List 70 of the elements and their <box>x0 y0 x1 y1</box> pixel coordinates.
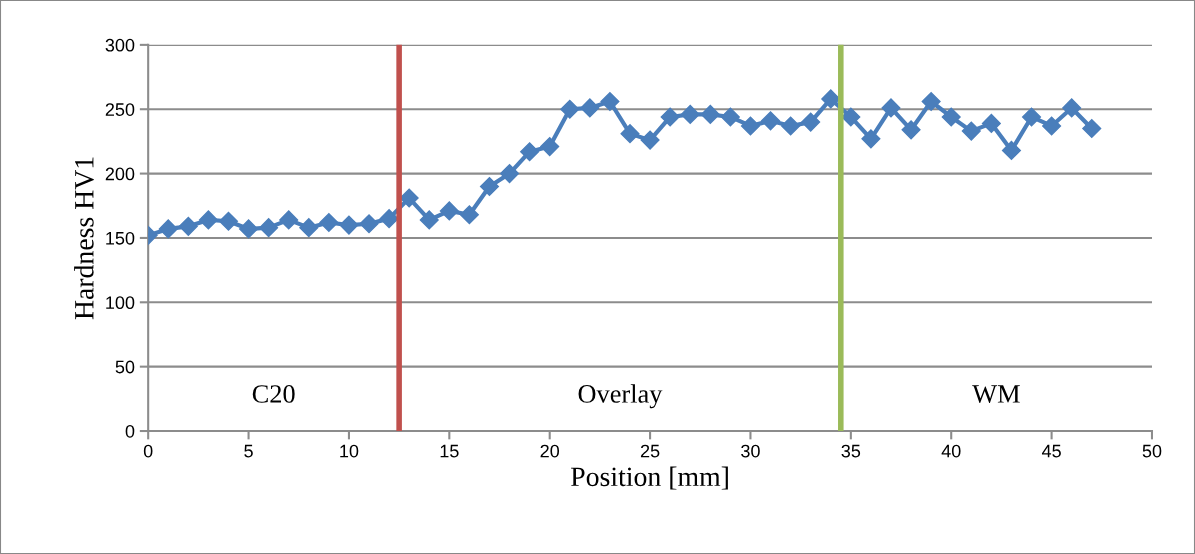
annotation: C20 <box>252 385 295 403</box>
y-tick-label: 50 <box>115 360 135 374</box>
point <box>660 107 680 127</box>
point <box>239 219 259 239</box>
point <box>580 98 600 118</box>
point <box>1042 116 1062 136</box>
annotation: WM <box>972 385 1020 404</box>
point <box>319 212 339 233</box>
point <box>419 210 439 230</box>
point <box>359 214 379 234</box>
point <box>1001 140 1021 160</box>
x-tick-label: 10 <box>340 444 359 458</box>
y-tick-label: 0 <box>125 424 135 438</box>
point <box>459 205 479 225</box>
point <box>339 215 359 235</box>
x-tick-label: 25 <box>640 444 660 458</box>
point <box>921 91 941 112</box>
point <box>600 91 620 112</box>
point <box>158 219 178 239</box>
point <box>218 211 239 231</box>
point <box>560 99 580 119</box>
x-tick-label: 15 <box>440 444 459 458</box>
point <box>540 137 560 157</box>
point <box>439 201 459 221</box>
point <box>1082 119 1102 139</box>
point <box>801 112 821 132</box>
point <box>981 113 1001 133</box>
point <box>479 176 500 196</box>
point <box>781 116 801 136</box>
point <box>620 124 640 144</box>
point <box>941 107 961 127</box>
x-axis-title: Position [mm] <box>571 466 728 490</box>
point <box>881 98 901 118</box>
point <box>259 218 279 238</box>
point <box>761 111 781 131</box>
point <box>901 120 921 140</box>
point <box>841 107 861 127</box>
point <box>720 107 740 127</box>
x-tick-label: 20 <box>540 444 560 458</box>
annotation: Overlay <box>578 384 663 409</box>
y-tick-label: 300 <box>105 38 135 52</box>
y-axis-title: Hardness HV1 <box>74 157 94 320</box>
point <box>680 104 700 124</box>
point <box>299 218 319 238</box>
x-tick-label: 0 <box>143 444 153 458</box>
x-tick-label: 40 <box>941 444 961 458</box>
point <box>379 209 399 229</box>
point <box>198 210 218 230</box>
point <box>861 129 881 149</box>
point <box>520 142 540 162</box>
x-tick-label: 50 <box>1142 444 1162 458</box>
x-tick-label: 5 <box>244 444 253 458</box>
point <box>1062 98 1082 118</box>
x-tick-label: 35 <box>841 444 861 458</box>
y-tick-label: 100 <box>106 296 135 310</box>
point <box>1021 107 1042 127</box>
point <box>500 164 520 184</box>
point <box>178 216 198 236</box>
y-tick-label: 250 <box>105 103 135 116</box>
x-tick-label: 30 <box>741 444 760 458</box>
point <box>640 130 660 150</box>
point <box>399 188 419 208</box>
x-tick-label: 45 <box>1041 444 1061 458</box>
y-tick-label: 150 <box>106 231 135 245</box>
point <box>821 89 841 109</box>
point <box>700 104 720 124</box>
point <box>740 116 760 136</box>
point <box>279 210 299 230</box>
point <box>961 121 981 141</box>
y-tick-label: 200 <box>105 167 135 181</box>
